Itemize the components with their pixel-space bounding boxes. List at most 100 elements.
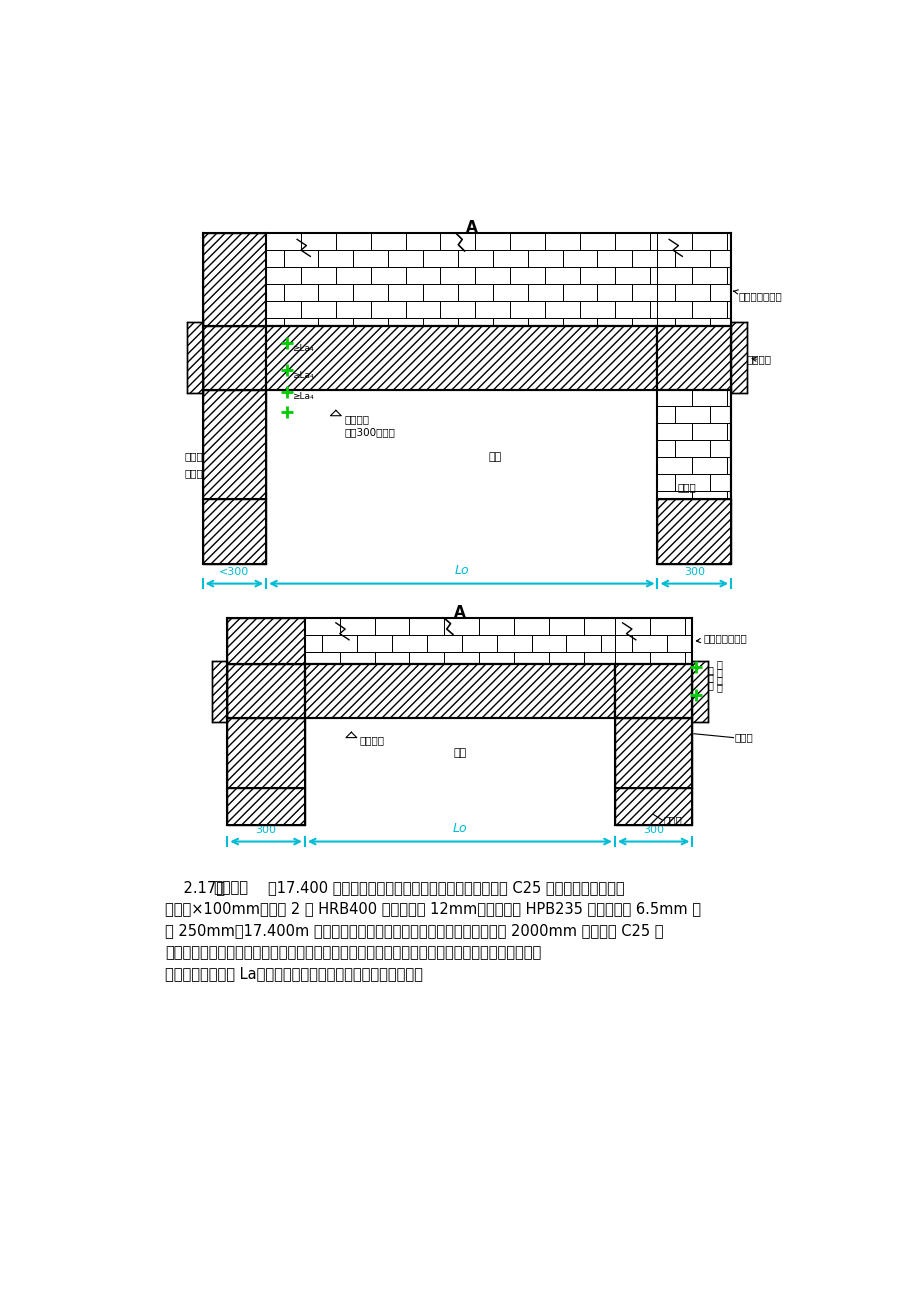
Bar: [692, 267, 726, 284]
Bar: [649, 267, 657, 284]
Bar: [631, 284, 657, 301]
Bar: [266, 318, 283, 326]
Bar: [318, 284, 353, 301]
Bar: [596, 284, 631, 301]
Text: 带: 带: [716, 682, 721, 693]
Bar: [301, 267, 335, 284]
Bar: [423, 250, 458, 267]
Text: ≥La₄: ≥La₄: [291, 371, 313, 380]
Bar: [202, 389, 266, 499]
Text: 框架柱: 框架柱: [185, 452, 203, 461]
Bar: [370, 267, 405, 284]
Bar: [614, 301, 649, 318]
Bar: [304, 664, 614, 719]
Bar: [304, 618, 339, 635]
Bar: [353, 318, 388, 326]
Bar: [409, 652, 444, 664]
Bar: [614, 788, 692, 824]
Bar: [657, 423, 692, 440]
Bar: [657, 457, 692, 474]
Bar: [283, 284, 318, 301]
Bar: [657, 318, 675, 326]
Bar: [614, 664, 692, 719]
Text: 现: 现: [716, 667, 721, 677]
Bar: [493, 250, 528, 267]
Bar: [584, 652, 614, 664]
Bar: [510, 267, 545, 284]
Bar: [709, 284, 731, 301]
Bar: [709, 440, 731, 457]
Bar: [675, 318, 709, 326]
Bar: [566, 635, 601, 652]
Bar: [709, 406, 731, 423]
Text: Lo: Lo: [452, 823, 467, 836]
Bar: [266, 301, 301, 318]
Bar: [405, 233, 440, 250]
Bar: [614, 664, 692, 719]
Bar: [528, 250, 562, 267]
Text: 洞顶标高: 洞顶标高: [344, 414, 369, 424]
Text: 洞顶标高: 洞顶标高: [358, 734, 384, 745]
Bar: [187, 322, 202, 393]
Text: 端混凝土墙或柱内 La，遇圈梁穿门洞口过梁时，过梁尺寸不变。: 端混凝土墙或柱内 La，遇圈梁穿门洞口过梁时，过梁尺寸不变。: [165, 966, 423, 982]
Bar: [726, 423, 731, 440]
Bar: [318, 318, 353, 326]
Bar: [579, 267, 614, 284]
Bar: [709, 250, 731, 267]
Bar: [283, 318, 318, 326]
Bar: [692, 660, 707, 723]
Bar: [475, 233, 510, 250]
Bar: [631, 250, 657, 267]
Bar: [458, 318, 493, 326]
Bar: [675, 284, 709, 301]
Text: 300: 300: [255, 825, 277, 836]
Bar: [596, 250, 631, 267]
Bar: [479, 652, 514, 664]
Bar: [579, 301, 614, 318]
Bar: [692, 660, 707, 723]
Bar: [510, 233, 545, 250]
Bar: [266, 233, 301, 250]
Bar: [675, 474, 709, 491]
Bar: [657, 301, 692, 318]
Bar: [614, 719, 692, 788]
Bar: [528, 318, 562, 326]
Bar: [202, 499, 266, 564]
Bar: [339, 618, 374, 635]
Bar: [475, 301, 510, 318]
Bar: [614, 618, 649, 635]
Bar: [562, 250, 596, 267]
Bar: [545, 233, 579, 250]
Bar: [335, 301, 370, 318]
Bar: [440, 267, 475, 284]
Text: ≥La₄: ≥La₄: [291, 392, 313, 401]
Bar: [666, 635, 692, 652]
Bar: [614, 719, 692, 788]
Bar: [649, 301, 657, 318]
Bar: [479, 618, 514, 635]
Bar: [227, 664, 304, 719]
Bar: [461, 635, 496, 652]
Bar: [657, 406, 675, 423]
Bar: [657, 389, 692, 406]
Bar: [631, 318, 657, 326]
Bar: [388, 318, 423, 326]
Bar: [562, 318, 596, 326]
Bar: [283, 250, 318, 267]
Text: 砼: 砼: [716, 659, 721, 669]
Bar: [202, 233, 266, 326]
Bar: [322, 635, 357, 652]
Bar: [458, 250, 493, 267]
Bar: [304, 664, 614, 719]
Bar: [657, 474, 675, 491]
Bar: [657, 499, 731, 564]
Bar: [318, 250, 353, 267]
Bar: [444, 618, 479, 635]
Text: 过梁: 过梁: [453, 747, 466, 758]
Bar: [227, 788, 304, 824]
Bar: [304, 635, 322, 652]
Bar: [335, 267, 370, 284]
Text: 加气混凝土砌块: 加气混凝土砌块: [732, 290, 782, 301]
Text: 距 250mm；17.400m 标高楼层填充墙在门洞上口标高处以及往上每间隔 2000mm 设置一道 C25 混: 距 250mm；17.400m 标高楼层填充墙在门洞上口标高处以及往上每间隔 2…: [165, 923, 664, 939]
Bar: [692, 233, 726, 250]
